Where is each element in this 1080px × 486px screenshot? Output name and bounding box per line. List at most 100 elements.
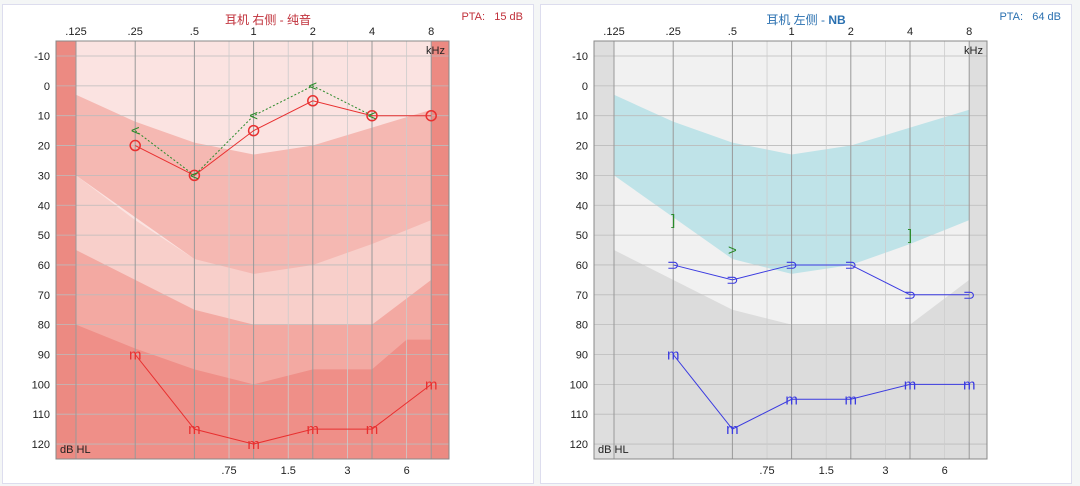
x-mid-tick-label: 3	[882, 465, 888, 477]
x-tick-label: 2	[310, 26, 316, 38]
out-of-range-high	[431, 41, 449, 459]
x-tick-label: 1	[251, 26, 257, 38]
x-tick-label: .5	[728, 26, 737, 38]
y-tick-label: 90	[38, 350, 50, 362]
y-tick-label: 50	[38, 230, 50, 242]
data-point-bone: <	[131, 123, 140, 140]
y-tick-label: -10	[34, 51, 50, 63]
series-line-ucl	[672, 354, 970, 430]
out-of-range-high	[969, 41, 987, 459]
data-point-ucl: m	[247, 436, 260, 453]
y-tick-label: 50	[576, 230, 588, 242]
data-point-air-masked: ⊃	[726, 272, 739, 289]
data-point-bone-masked: ]	[671, 212, 675, 229]
y-tick-label: 120	[570, 439, 588, 451]
data-point-air-masked: ⊃	[963, 287, 976, 304]
x-tick-label: 4	[369, 26, 375, 38]
y-tick-label: 110	[32, 409, 50, 421]
plot-frame	[55, 40, 450, 460]
out-of-range-low	[56, 41, 76, 459]
data-point-bone: >	[728, 242, 737, 259]
series-line-air	[134, 100, 432, 176]
data-point-ucl: m	[129, 347, 142, 364]
y-tick-label: 70	[576, 290, 588, 302]
y-tick-label: 30	[38, 170, 50, 182]
data-point-ucl: m	[963, 376, 976, 393]
data-point-ucl: m	[307, 421, 320, 438]
data-point-air-masked: ⊃	[904, 287, 917, 304]
y-tick-label: 60	[38, 260, 50, 272]
data-point-air-masked: ⊃	[667, 257, 680, 274]
data-point-air	[188, 169, 201, 182]
data-point-bone-masked: ]	[908, 227, 912, 244]
x-tick-label: 4	[907, 26, 913, 38]
data-point-bone: <	[368, 108, 377, 125]
x-mid-tick-label: 1.5	[281, 465, 296, 477]
y-tick-label: -10	[572, 51, 588, 63]
y-tick-label: 80	[38, 320, 50, 332]
x-mid-tick-label: 3	[344, 465, 350, 477]
plot-frame	[593, 40, 988, 460]
y-tick-label: 30	[576, 170, 588, 182]
y-tick-label: 20	[38, 141, 50, 153]
data-point-ucl: m	[366, 421, 379, 438]
x-tick-label: 2	[848, 26, 854, 38]
y-tick-label: 0	[44, 81, 50, 93]
y-tick-label: 20	[576, 141, 588, 153]
data-point-bone: <	[190, 167, 199, 184]
data-point-air	[366, 109, 378, 122]
x-mid-tick-label: 6	[404, 465, 410, 477]
x-tick-label: .5	[190, 26, 199, 38]
x-tick-label: 1	[789, 26, 795, 38]
chart-title: 耳机 右侧 - 纯音	[224, 13, 311, 27]
chart-title: 耳机 左侧 - NB	[766, 13, 846, 27]
right-ear-audiogram: 耳机 右侧 - 纯音 PTA: 15 dB -10 0 10 20 30 40 50 60 70…	[2, 4, 534, 484]
x-mid-tick-label: 1.5	[819, 465, 834, 477]
left-ear-audiogram: 耳机 左侧 - NB PTA: 64 dB -10 0 10 20 30 40 50 60 70…	[540, 4, 1072, 484]
data-point-ucl: m	[845, 391, 858, 408]
shaded-region	[76, 175, 432, 325]
out-of-range-low	[594, 41, 614, 459]
y-tick-label: 40	[38, 200, 50, 212]
y-tick-label: 100	[570, 379, 588, 391]
y-tick-label: 80	[576, 320, 588, 332]
audiogram-svg: -10 0 10 20 30 40 50 60 70 80 90 100 110 120 .125 .25 .5…	[32, 26, 450, 477]
y-tick-label: 10	[38, 111, 50, 123]
y-tick-label: 0	[582, 81, 588, 93]
x-mid-tick-label: .75	[759, 465, 774, 477]
data-point-ucl: m	[667, 347, 680, 364]
data-point-air	[307, 95, 319, 107]
data-point-ucl: m	[726, 421, 739, 438]
y-tick-label: 110	[570, 409, 588, 421]
data-point-ucl: m	[785, 391, 798, 408]
y-tick-label: 10	[576, 111, 588, 123]
data-point-air	[425, 109, 437, 122]
y-tick-label: 60	[576, 260, 588, 272]
x-tick-label: .25	[128, 26, 143, 38]
data-point-air	[129, 139, 141, 152]
pta-readout: PTA: 64 dB	[999, 11, 1061, 23]
data-point-air-masked: ⊃	[785, 257, 798, 274]
data-point-air-masked: ⊃	[845, 257, 858, 274]
x-unit-label: kHz	[964, 45, 983, 57]
pta-readout: PTA: 15 dB	[461, 11, 523, 23]
data-point-ucl: m	[904, 376, 917, 393]
series-line-ucl	[134, 354, 432, 445]
data-point-ucl: m	[425, 376, 438, 393]
series-line-bone	[134, 85, 373, 177]
data-point-air	[247, 124, 260, 137]
x-tick-label: .25	[666, 26, 681, 38]
audiogram-svg: -10 0 10 20 30 40 50 60 70 80 90 100 110 120 .125 .25 .5…	[570, 26, 988, 477]
y-tick-label: 90	[576, 350, 588, 362]
y-tick-label: 70	[38, 290, 50, 302]
y-tick-label: 120	[32, 439, 50, 451]
y-tick-label: 40	[576, 200, 588, 212]
x-mid-tick-label: .75	[221, 465, 236, 477]
series-line-air-masked	[673, 264, 970, 296]
x-unit-label: kHz	[426, 45, 445, 57]
data-point-bone: <	[308, 78, 317, 95]
x-tick-label: .125	[603, 26, 624, 38]
y-unit-label: dB HL	[60, 444, 91, 456]
x-tick-label: .125	[65, 26, 86, 38]
data-point-bone: <	[249, 108, 258, 125]
